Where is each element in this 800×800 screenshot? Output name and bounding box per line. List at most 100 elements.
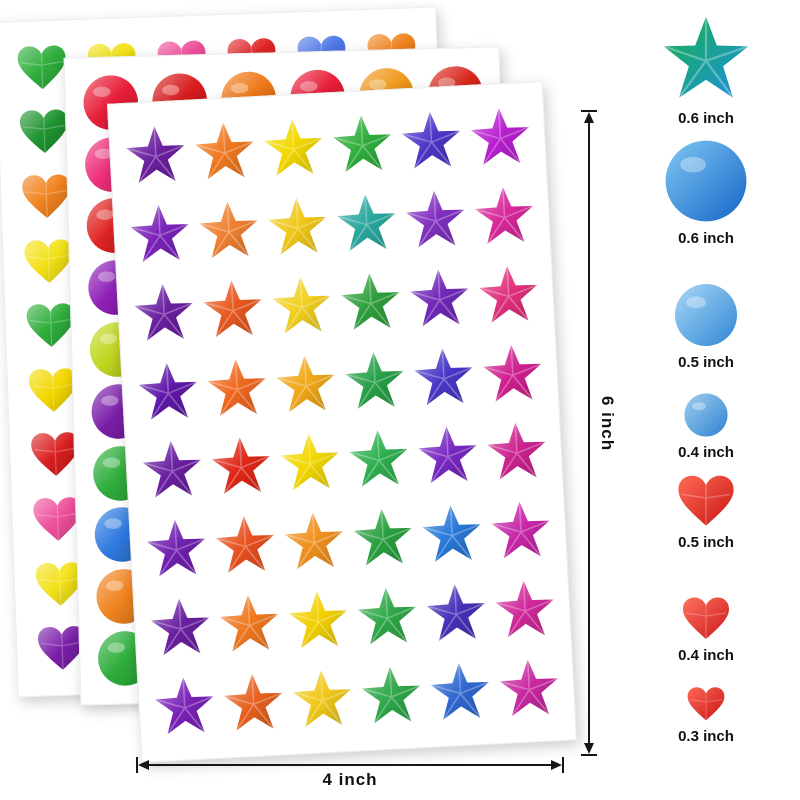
star-shape bbox=[275, 355, 335, 413]
star-sticker bbox=[204, 356, 269, 421]
heart-shape bbox=[19, 109, 68, 154]
heart-shape bbox=[687, 687, 725, 721]
width-dimension-tick-right bbox=[562, 757, 564, 773]
star-shape bbox=[486, 423, 546, 481]
star-shape bbox=[401, 112, 460, 170]
star-shape bbox=[405, 190, 464, 248]
star-shape bbox=[279, 433, 339, 492]
star-shape bbox=[356, 587, 416, 645]
star-sticker bbox=[346, 427, 411, 492]
heart-shape bbox=[683, 597, 729, 639]
circle-shape bbox=[684, 393, 728, 437]
star-sticker bbox=[411, 345, 476, 410]
star-shape bbox=[133, 283, 193, 342]
star-shape bbox=[409, 269, 469, 327]
heart-shape bbox=[17, 45, 66, 89]
size-example-heart: 0.4 inch bbox=[642, 596, 770, 664]
height-dimension-label: 6 inch bbox=[598, 396, 617, 452]
star-shape bbox=[348, 430, 408, 488]
heart-sticker bbox=[35, 624, 89, 673]
star-shape bbox=[271, 276, 331, 334]
star-shape bbox=[215, 516, 274, 574]
star-shape bbox=[150, 598, 209, 656]
star-sticker bbox=[492, 577, 557, 642]
star-sticker bbox=[480, 341, 545, 406]
heart-sticker-example bbox=[681, 596, 731, 641]
star-sticker bbox=[484, 420, 549, 485]
star-shape bbox=[361, 666, 420, 724]
star-sticker bbox=[285, 588, 350, 653]
star-sticker bbox=[358, 663, 423, 728]
size-label: 0.5 inch bbox=[678, 534, 734, 551]
heart-sticker-example bbox=[686, 686, 726, 722]
star-sticker bbox=[127, 202, 192, 267]
heart-sticker bbox=[22, 237, 76, 286]
heart-sticker bbox=[26, 366, 80, 415]
star-shape bbox=[430, 662, 489, 720]
star-shape bbox=[292, 669, 351, 728]
star-shape bbox=[413, 348, 473, 406]
star-sticker bbox=[407, 266, 472, 331]
star-shape bbox=[421, 505, 481, 563]
star-sticker bbox=[147, 595, 212, 660]
star-sticker bbox=[350, 506, 415, 571]
star-shape bbox=[425, 584, 485, 642]
height-dimension-tick-bottom bbox=[581, 754, 597, 756]
star-shape bbox=[206, 358, 266, 417]
size-label: 0.3 inch bbox=[678, 728, 734, 745]
star-shape bbox=[146, 519, 205, 578]
star-shape bbox=[498, 659, 558, 717]
heart-shape bbox=[24, 239, 73, 283]
star-sticker bbox=[467, 105, 532, 170]
size-example-circle: 0.4 inch bbox=[642, 392, 770, 461]
heart-sticker bbox=[20, 172, 74, 221]
star-sticker-grid bbox=[108, 82, 576, 762]
star-sticker bbox=[200, 277, 265, 342]
star-shape bbox=[494, 580, 554, 638]
star-shape bbox=[142, 441, 201, 499]
star-shape bbox=[490, 501, 550, 559]
star-sticker bbox=[342, 348, 407, 413]
star-sticker bbox=[334, 191, 399, 256]
star-shape bbox=[202, 280, 262, 338]
star-sticker bbox=[152, 674, 217, 739]
circle-sticker-example bbox=[663, 138, 749, 224]
size-reference-column: 0.6 inch 0.6 inch 0.5 inch 0.4 inch 0.5 inch… bbox=[642, 0, 770, 800]
star-shape bbox=[474, 187, 533, 245]
star-shape bbox=[129, 205, 189, 263]
star-sticker bbox=[273, 352, 338, 417]
heart-shape bbox=[38, 626, 86, 670]
heart-shape bbox=[26, 303, 75, 348]
star-shape bbox=[482, 344, 542, 402]
star-sticker bbox=[265, 195, 330, 260]
size-label: 0.5 inch bbox=[678, 354, 734, 371]
star-shape bbox=[198, 201, 258, 259]
star-sticker bbox=[329, 112, 394, 177]
size-example-star: 0.6 inch bbox=[642, 14, 770, 127]
width-dimension-tick-left bbox=[136, 757, 138, 773]
circle-sticker-example bbox=[673, 282, 739, 348]
star-sticker bbox=[471, 184, 536, 249]
star-sticker bbox=[354, 584, 419, 649]
star-shape bbox=[125, 126, 185, 184]
star-sticker bbox=[123, 123, 188, 188]
star-shape bbox=[194, 123, 254, 181]
star-sticker bbox=[135, 359, 200, 424]
star-shape bbox=[267, 198, 327, 256]
size-label: 0.4 inch bbox=[678, 647, 734, 664]
star-shape bbox=[219, 594, 278, 653]
star-sticker bbox=[496, 656, 561, 721]
star-shape bbox=[137, 362, 197, 420]
star-sticker bbox=[277, 431, 342, 496]
size-example-circle: 0.6 inch bbox=[642, 138, 770, 247]
star-sticker-sheet bbox=[107, 81, 577, 763]
star-shape bbox=[470, 108, 529, 166]
star-sticker bbox=[208, 434, 273, 499]
star-sticker bbox=[269, 273, 334, 338]
heart-sticker bbox=[29, 431, 83, 480]
star-shape bbox=[283, 512, 343, 570]
star-shape bbox=[288, 591, 347, 649]
size-label: 0.6 inch bbox=[678, 230, 734, 247]
star-sticker bbox=[423, 581, 488, 646]
width-dimension-arrow bbox=[138, 760, 562, 770]
